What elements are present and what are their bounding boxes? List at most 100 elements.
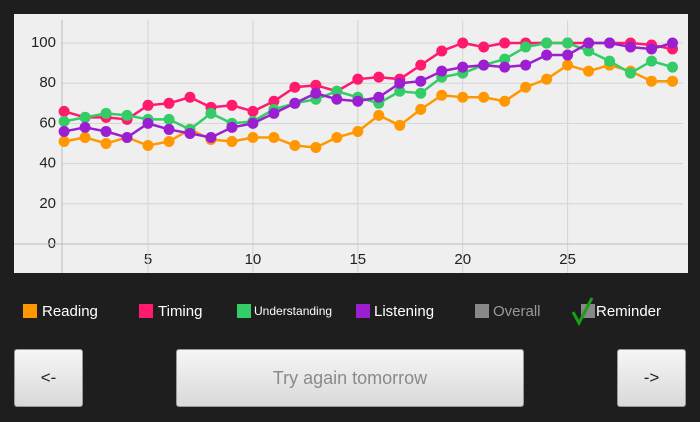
data-point [604,37,616,49]
data-point [184,91,196,103]
data-point [310,79,322,91]
legend-label: Listening [374,303,434,320]
data-point [436,45,448,57]
checkmark [571,297,594,327]
data-point [79,121,91,133]
data-point [331,131,343,143]
y-tick-label: 0 [48,235,56,252]
data-point [646,43,658,55]
data-point [457,61,469,73]
data-point [394,77,406,89]
data-point [541,37,553,49]
data-point [310,87,322,99]
data-point [583,37,595,49]
data-point [457,91,469,103]
legend-swatch [356,304,370,318]
data-point [58,115,70,127]
data-point [289,81,301,93]
data-point [163,97,175,109]
data-point [646,55,658,67]
data-point [562,49,574,61]
data-point [373,109,385,121]
data-point [604,55,616,67]
y-tick-label: 60 [39,114,56,131]
data-point [667,37,679,49]
y-tick-label: 100 [31,34,56,51]
data-point [520,81,532,93]
data-point [436,65,448,77]
data-point [520,41,532,53]
legend-label: Timing [158,303,202,320]
y-tick-label: 40 [39,155,56,172]
data-point [436,89,448,101]
data-point [268,107,280,119]
data-point [79,111,91,123]
data-point [583,45,595,57]
data-point [100,125,112,137]
data-point [415,75,427,87]
try-again-button[interactable]: Try again tomorrow [176,349,524,407]
data-point [499,61,511,73]
toggle-label[interactable]: Reminder [596,303,661,320]
data-point [667,61,679,73]
data-point [331,93,343,105]
data-point [226,135,238,147]
data-point [394,85,406,97]
data-point [289,140,301,152]
data-point [58,125,70,137]
data-point [247,117,259,129]
data-point [499,95,511,107]
data-point [58,135,70,147]
data-point [415,103,427,115]
prev-button[interactable]: <- [14,349,83,407]
data-point [562,59,574,71]
data-point [352,95,364,107]
chart-panel [14,14,688,273]
data-point [625,67,637,79]
data-point [247,105,259,117]
toggle-box[interactable] [475,304,489,318]
data-point [163,123,175,135]
data-point [58,105,70,117]
legend-swatch [23,304,37,318]
data-point [226,99,238,111]
next-button[interactable]: -> [617,349,686,407]
data-point [121,131,133,143]
toggle-label[interactable]: Overall [493,303,541,320]
data-point [415,87,427,99]
data-point [142,117,154,129]
legend-label: Reading [42,303,98,320]
data-point [226,121,238,133]
data-point [121,109,133,121]
data-point [289,97,301,109]
data-point [457,37,469,49]
data-point [541,49,553,61]
data-point [268,95,280,107]
data-point [478,41,490,53]
data-point [100,138,112,149]
data-point [142,140,154,152]
data-point [352,73,364,85]
data-point [478,91,490,103]
data-point [373,91,385,103]
data-point [100,107,112,119]
data-point [163,135,175,147]
data-point [79,131,91,143]
data-point [499,37,511,49]
data-point [562,37,574,49]
data-point [667,75,679,87]
data-point [541,73,553,85]
legend-label: Understanding [254,304,332,318]
data-point [142,99,154,111]
data-point [415,59,427,71]
data-point [268,131,280,143]
data-point [394,119,406,131]
data-point [583,65,595,77]
data-point [310,142,322,154]
data-point [163,113,175,125]
y-tick-label: 80 [39,74,56,91]
data-point [205,131,217,143]
data-point [205,107,217,119]
